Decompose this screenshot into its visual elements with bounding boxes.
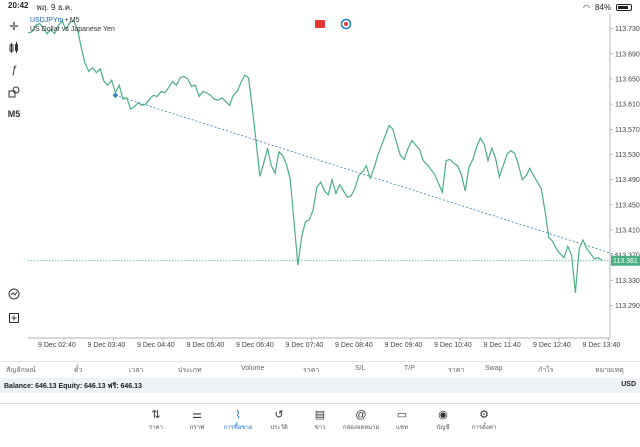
trade-column-header: ประเภท (178, 367, 202, 374)
price-series-line (28, 19, 603, 293)
tab-chat[interactable]: ▭ แชท (382, 408, 422, 432)
tab-accounts[interactable]: ◉ บัญชี (423, 408, 463, 432)
x-tick-label: 9 Dec 13:40 (583, 342, 621, 348)
signal-icon-center (344, 22, 348, 26)
tab-history[interactable]: ↺ ประวัติ (259, 408, 299, 432)
trade-columns-header: สัญลักษณ์ ตั๋ว เวลา ประเภท Volume ราคา S/L T/P ร… (0, 361, 640, 375)
tab-mailbox[interactable]: @ กล่องจดหมาย (341, 408, 381, 432)
current-price-tag (611, 255, 640, 266)
crosshair-icon[interactable]: ✛ (9, 20, 19, 33)
tab-trade[interactable]: ⌇ การซื้อขาย (218, 408, 258, 432)
x-tick-label: 9 Dec 02:40 (38, 342, 76, 348)
settings-icon: ⚙ (479, 409, 489, 421)
trade-column-header: T/P (404, 365, 415, 372)
tab-label: ราคา (149, 425, 163, 431)
y-tick-label: 113.490 (615, 177, 640, 184)
tab-label: แชท (396, 425, 408, 431)
tab-news[interactable]: ▤ ข่าว (300, 408, 340, 432)
y-tick-label: 113.690 (615, 51, 640, 58)
price-chart[interactable]: 113.730 113.690 113.650 113.610 113.570 113.5… (28, 14, 640, 348)
indicators-icon[interactable] (6, 40, 22, 56)
y-tick-label: 113.530 (615, 152, 640, 159)
x-tick-label: 9 Dec 03:40 (88, 342, 126, 348)
symbol-description: US Dollar vs Japanese Yen (30, 26, 115, 33)
tab-label: บัญชี (436, 425, 450, 431)
tab-quotes[interactable]: ⇅ ราคา (136, 408, 176, 432)
bottom-tab-bar: ⇅ ราคา ⚌ กราฟ ⌇ การซื้อขาย ↺ ประวัติ ▤ ข่าว @ กล่อง… (0, 403, 640, 447)
status-date: พฤ. 9 ธ.ค. (36, 2, 73, 12)
battery-icon (616, 3, 632, 11)
y-tick-label: 113.650 (615, 76, 640, 83)
tab-label: ข่าว (314, 425, 326, 431)
mailbox-icon: @ (355, 409, 367, 421)
tab-label: การตั้งค่า (471, 425, 497, 431)
tab-label: ประวัติ (270, 425, 288, 431)
signal-icon (340, 18, 352, 30)
y-tick-label: 113.290 (615, 303, 640, 310)
battery-percent: 84% (594, 2, 611, 12)
y-tick-label: 113.570 (615, 127, 640, 134)
trade-column-header: กำไร (538, 367, 554, 374)
y-tick-label: 113.450 (615, 202, 640, 209)
news-icon: ▤ (314, 409, 326, 421)
trade-icon: ⌇ (235, 409, 241, 421)
trade-quick-icon[interactable] (6, 286, 22, 302)
tab-label: การซื้อขาย (223, 425, 253, 431)
one-click-trading-icon (315, 20, 325, 28)
account-balance-bar: Balance: 646.13 Equity: 646.13 ฟรี: 646.… (0, 378, 640, 393)
trade-column-header: ตั๋ว (74, 367, 83, 374)
x-tick-label: 9 Dec 12:40 (533, 342, 571, 348)
x-tick-label: 9 Dec 09:40 (385, 342, 423, 348)
x-tick-label: 9 Dec 07:40 (286, 342, 324, 348)
timeframe-button[interactable]: M5 (7, 109, 21, 119)
chart-icon: ⚌ (192, 409, 202, 421)
tab-settings[interactable]: ⚙ การตั้งค่า (464, 408, 504, 432)
symbol-name: USDJPYm (30, 17, 64, 24)
new-order-icon[interactable] (6, 310, 22, 326)
accounts-icon: ◉ (438, 409, 448, 421)
y-tick-label: 113.330 (615, 278, 640, 285)
trade-column-header: ราคา (303, 367, 320, 374)
trade-column-header: Volume (241, 365, 265, 372)
tab-chart[interactable]: ⚌ กราฟ (177, 408, 217, 432)
trade-column-header: S/L (355, 365, 366, 372)
symbol-timeframe: M5 (69, 17, 80, 24)
function-icon[interactable]: ƒ (10, 64, 18, 76)
quotes-icon: ⇅ (151, 409, 161, 421)
y-tick-label: 113.610 (615, 102, 640, 109)
trade-column-header: ราคา (448, 367, 465, 374)
tab-label: กล่องจดหมาย (342, 425, 380, 431)
chart-canvas: 113.730 113.690 113.650 113.610 113.570 113.5… (28, 14, 640, 348)
symbol-separator: • (63, 17, 70, 24)
y-tick-label: 113.410 (615, 227, 640, 234)
objects-icon[interactable] (6, 84, 22, 100)
trade-column-header: Swap (485, 365, 503, 372)
balance-summary: Balance: 646.13 Equity: 646.13 ฟรี: 646.… (4, 383, 142, 390)
chat-icon: ▭ (396, 409, 408, 421)
trend-line-anchor (112, 92, 119, 99)
trend-line (115, 94, 629, 260)
trade-column-header: สัญลักษณ์ (6, 367, 36, 374)
history-icon: ↺ (274, 409, 284, 421)
status-bar: 20:42 พฤ. 9 ธ.ค. ◠ 84% (0, 0, 640, 14)
current-price-label: 113.361 (613, 258, 638, 265)
chart-toolbar: ✛ ƒ M5 (0, 14, 28, 334)
x-tick-label: 9 Dec 08:40 (335, 342, 373, 348)
x-tick-label: 9 Dec 10:40 (434, 342, 472, 348)
wifi-icon: ◠ (583, 2, 590, 12)
trade-column-header: เวลา (129, 367, 144, 374)
x-tick-label: 9 Dec 04:40 (137, 342, 175, 348)
x-tick-label: 9 Dec 05:40 (187, 342, 225, 348)
x-tick-label: 9 Dec 11:40 (484, 342, 521, 348)
symbol-label: USDJPYm • M5 US Dollar vs Japanese Yen (30, 16, 115, 34)
account-currency: USD (621, 381, 636, 388)
status-time: 20:42 (8, 0, 29, 10)
trade-column-header: หมายเหตุ (595, 367, 624, 374)
x-tick-label: 9 Dec 06:40 (236, 342, 274, 348)
y-tick-label: 113.730 (615, 26, 640, 33)
tab-label: กราฟ (189, 425, 205, 431)
